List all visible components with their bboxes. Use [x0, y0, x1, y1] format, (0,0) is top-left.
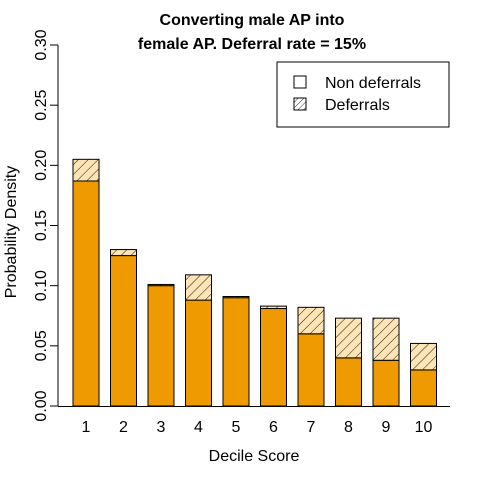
x-tick-label: 2: [119, 419, 128, 436]
legend-box: [276, 61, 450, 128]
bar-non-deferrals: [222, 297, 250, 407]
bar-non-deferrals: [297, 333, 325, 407]
y-tick-label: 0.05: [33, 330, 50, 361]
title-line-2: female AP. Deferral rate = 15%: [138, 36, 366, 53]
x-tick-label: 1: [82, 419, 91, 436]
bar-deferrals: [260, 305, 287, 310]
bar-non-deferrals: [147, 285, 175, 407]
y-tick-label: 0.15: [33, 210, 50, 241]
bar-non-deferrals: [372, 359, 400, 407]
y-tick-label: 0.10: [33, 270, 50, 301]
chart-title: Converting male AP into female AP. Defer…: [138, 12, 366, 53]
y-ticks: 0.00 0.05 0.10 0.15 0.20 0.25 0.30: [33, 29, 58, 422]
y-tick-label: 0.30: [33, 29, 50, 60]
bar-non-deferrals: [110, 255, 137, 407]
bar-non-deferrals: [335, 357, 362, 407]
bar-deferrals: [410, 342, 437, 371]
title-line-1: Converting male AP into: [160, 12, 345, 29]
x-tick-label: 7: [307, 419, 316, 436]
legend-label-non-deferrals: Non deferrals: [325, 75, 421, 92]
bar-deferrals: [185, 274, 212, 301]
legend-swatch-deferrals: [293, 97, 307, 111]
y-axis: 0.00 0.05 0.10 0.15 0.20 0.25 0.30: [33, 29, 59, 422]
bar-deferrals: [297, 306, 325, 335]
bar-deferrals: [72, 158, 100, 182]
y-tick-label: 0.00: [33, 390, 50, 421]
x-tick-label: 5: [232, 419, 241, 436]
bar-deferrals: [372, 317, 400, 361]
bar-non-deferrals: [72, 180, 100, 407]
x-ticks: 1 2 3 4 5 6 7 8 9 10: [82, 419, 433, 436]
x-tick-label: 10: [415, 419, 433, 436]
bars: [72, 158, 437, 407]
bar-deferrals: [147, 283, 175, 287]
legend: Non deferrals Deferrals: [276, 61, 450, 128]
bar-deferrals: [222, 295, 250, 299]
y-tick-label: 0.20: [33, 150, 50, 181]
bar-deferrals: [335, 317, 362, 359]
legend-label-deferrals: Deferrals: [325, 97, 390, 114]
legend-swatch-non-deferrals: [293, 75, 307, 89]
x-tick-label: 4: [194, 419, 203, 436]
bar-deferrals: [110, 249, 137, 257]
y-tick-label: 0.25: [33, 89, 50, 120]
x-tick-label: 3: [157, 419, 166, 436]
x-tick-label: 6: [269, 419, 278, 436]
x-tick-label: 9: [382, 419, 391, 436]
bar-non-deferrals: [185, 299, 212, 407]
bar-non-deferrals: [410, 369, 437, 407]
x-tick-label: 8: [344, 419, 353, 436]
y-axis-label: Probability Density: [3, 166, 20, 299]
x-axis-label: Decile Score: [209, 448, 300, 465]
bar-non-deferrals: [260, 308, 287, 407]
